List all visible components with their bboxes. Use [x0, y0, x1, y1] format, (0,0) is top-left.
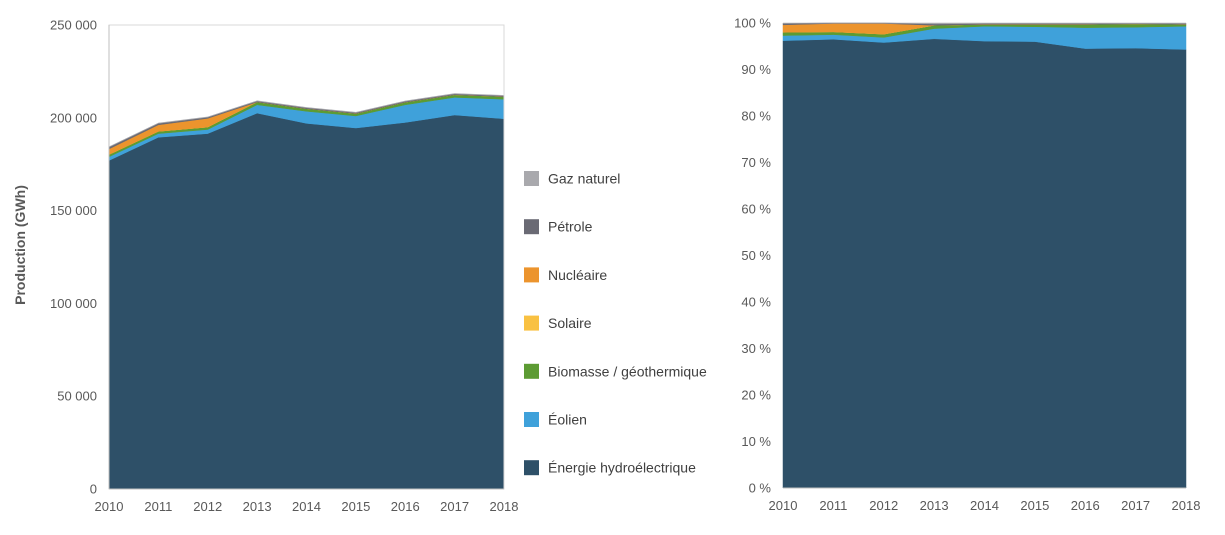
right-y-tick-label: 80 % [741, 109, 771, 124]
legend: Gaz naturel Pétrole Nucléaire Solaire Biomas… [524, 171, 707, 476]
legend-label: Énergie hydroélectrique [548, 460, 696, 476]
left-y-tick-label: 50 000 [57, 389, 97, 404]
legend-label: Pétrole [548, 219, 593, 235]
left-y-tick-label: 100 000 [50, 296, 97, 311]
chart-production-gwh: 0 50 000 100 000 150 000 200 000 250 000 2010… [12, 18, 518, 515]
left-x-tick-label: 2012 [193, 499, 222, 514]
right-x-tick-label: 2011 [819, 498, 847, 513]
right-area-series-group [782, 22, 1187, 489]
right-y-tick-label: 20 % [741, 388, 771, 403]
legend-item-gaz-naturel: Gaz naturel [524, 171, 620, 187]
right-x-tick-label: 2012 [869, 498, 898, 513]
right-area-energie-hydroelectrique [782, 38, 1187, 489]
right-x-tick-label: 2018 [1172, 498, 1201, 513]
right-y-tick-labels: 0 % 10 % 20 % 30 % 40 % 50 % 60 % 70 % 80 % 90 % 1… [734, 16, 771, 496]
right-area-gaz-naturel [782, 22, 1187, 25]
right-y-tick-label: 10 % [741, 434, 771, 449]
right-x-tick-labels: 2010 2011 2012 2013 2014 2015 2016 2017 2018 [769, 498, 1201, 513]
left-y-tick-label: 200 000 [50, 110, 97, 125]
right-x-tick-label: 2016 [1071, 498, 1100, 513]
right-x-tick-label: 2017 [1121, 498, 1150, 513]
legend-label: Éolien [548, 412, 587, 428]
right-y-tick-label: 70 % [741, 155, 771, 170]
legend-item-energie-hydroelectrique: Énergie hydroélectrique [524, 460, 696, 476]
legend-swatch [524, 171, 539, 186]
legend-label: Biomasse / géothermique [548, 363, 707, 379]
right-x-tick-label: 2015 [1020, 498, 1049, 513]
right-y-tick-label: 0 % [749, 481, 772, 496]
right-x-tick-label: 2013 [920, 498, 949, 513]
legend-swatch [524, 363, 539, 379]
legend-swatch [524, 460, 539, 476]
left-x-tick-label: 2015 [341, 499, 370, 514]
legend-item-eolien: Éolien [524, 412, 587, 428]
left-x-tick-label: 2014 [292, 499, 321, 514]
legend-item-biomasse-geothermique: Biomasse / géothermique [524, 363, 707, 379]
left-x-tick-label: 2011 [144, 499, 172, 514]
left-x-tick-label: 2010 [95, 499, 124, 514]
legend-swatch [524, 315, 539, 331]
legend-swatch [524, 267, 539, 283]
legend-label: Nucléaire [548, 267, 607, 283]
left-area-energie-hydroelectrique [108, 112, 505, 490]
right-x-tick-label: 2014 [970, 498, 999, 513]
right-y-tick-label: 100 % [734, 16, 771, 31]
right-y-tick-label: 30 % [741, 341, 771, 356]
right-x-tick-label: 2010 [769, 498, 798, 513]
legend-item-solaire: Solaire [524, 315, 592, 331]
right-y-tick-label: 40 % [741, 295, 771, 310]
legend-item-nucleaire: Nucléaire [524, 267, 607, 283]
left-y-axis-title: Production (GWh) [12, 185, 28, 305]
left-x-tick-label: 2017 [440, 499, 469, 514]
legend-item-petrole: Pétrole [524, 219, 593, 235]
left-x-tick-labels: 2010 2011 2012 2013 2014 2015 2016 2017 2018 [95, 499, 519, 514]
chart-production-percent: 0 % 10 % 20 % 30 % 40 % 50 % 60 % 70 % 80 % 90 % 1… [734, 16, 1200, 514]
right-y-tick-label: 50 % [741, 248, 771, 263]
left-area-series-group [108, 93, 505, 490]
right-y-tick-label: 90 % [741, 62, 771, 77]
left-y-tick-label: 150 000 [50, 203, 97, 218]
legend-label: Solaire [548, 315, 592, 331]
legend-label: Gaz naturel [548, 171, 620, 187]
left-x-tick-label: 2016 [391, 499, 420, 514]
legend-swatch [524, 412, 539, 427]
left-y-tick-label: 250 000 [50, 18, 97, 33]
left-x-tick-label: 2013 [243, 499, 272, 514]
left-y-tick-labels: 0 50 000 100 000 150 000 200 000 250 000 [50, 18, 97, 497]
left-y-tick-label: 0 [90, 482, 97, 497]
left-x-tick-label: 2018 [490, 499, 519, 514]
legend-swatch [524, 219, 539, 235]
right-y-tick-label: 60 % [741, 202, 771, 217]
